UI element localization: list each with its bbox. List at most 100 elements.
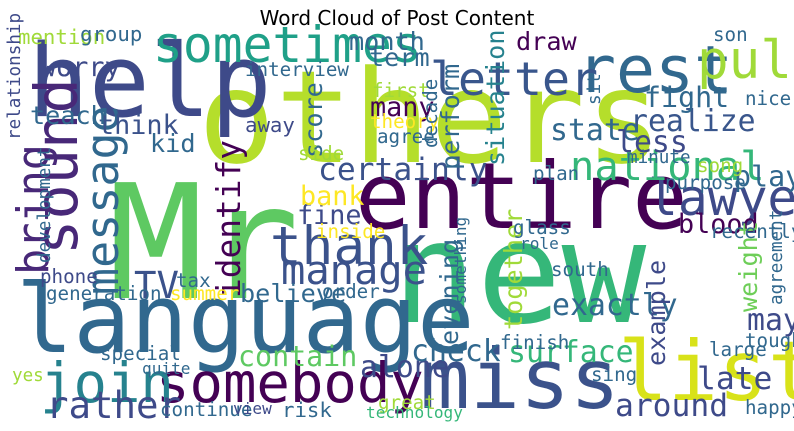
chart-title: Word Cloud of Post Content bbox=[259, 6, 535, 30]
word-song: song bbox=[697, 154, 743, 177]
word-sometimes: sometimes bbox=[153, 16, 422, 74]
word-many: many bbox=[370, 92, 435, 123]
word-sound: sound bbox=[23, 78, 91, 255]
word-blood: blood bbox=[678, 209, 759, 240]
word-technology: technology bbox=[366, 403, 463, 422]
word-tv: TV bbox=[134, 263, 179, 307]
word-tax: tax bbox=[176, 269, 211, 292]
word-role: role bbox=[520, 234, 559, 253]
word-may: may bbox=[747, 303, 794, 338]
word-pull: pull bbox=[697, 30, 794, 91]
word-letter: letter bbox=[430, 52, 598, 106]
word-draw: draw bbox=[516, 27, 577, 56]
word-decade: decade bbox=[419, 79, 442, 148]
word-somebody: somebody bbox=[156, 351, 424, 416]
word-join: join bbox=[40, 351, 174, 416]
word-minute: minute bbox=[627, 148, 691, 168]
word-contain: contain bbox=[238, 340, 357, 373]
word-term: term bbox=[369, 43, 430, 72]
word-teach: teach bbox=[30, 101, 106, 130]
word-state: state bbox=[550, 113, 640, 148]
word-play: play bbox=[734, 160, 794, 193]
word-others: others bbox=[198, 44, 663, 193]
word-tough: tough bbox=[745, 329, 794, 352]
word-realize: realize bbox=[630, 104, 756, 139]
word-alone: alone bbox=[360, 350, 450, 385]
word-fight: fight bbox=[644, 81, 729, 114]
word-quite: quite bbox=[142, 359, 190, 378]
word-certainly: certainly bbox=[318, 152, 488, 188]
word-group: group bbox=[80, 22, 142, 46]
word-phone: phone bbox=[40, 265, 98, 288]
word-inside: inside bbox=[316, 220, 385, 243]
word-first: first bbox=[372, 79, 430, 102]
word-order: order bbox=[322, 280, 380, 303]
word-list: list bbox=[618, 323, 794, 420]
word-national: national bbox=[570, 142, 765, 190]
word-view: view bbox=[233, 399, 272, 418]
word-yes: yes bbox=[12, 366, 44, 386]
word-development: development bbox=[35, 146, 55, 263]
word-check: check bbox=[411, 334, 501, 369]
word-entire: entire bbox=[355, 143, 688, 250]
word-surface: surface bbox=[508, 335, 634, 370]
word-exactly: exactly bbox=[552, 288, 678, 323]
word-summer: summer bbox=[170, 282, 239, 305]
word-great: great bbox=[378, 391, 436, 414]
word-evening: evening bbox=[435, 239, 464, 345]
word-help: help bbox=[28, 22, 272, 140]
word-agreement: agreement bbox=[767, 210, 787, 305]
word-rest: rest bbox=[577, 33, 733, 108]
word-large: large bbox=[709, 338, 767, 361]
word-agree: agree bbox=[377, 125, 435, 148]
word-risk: risk bbox=[282, 398, 332, 422]
word-sing: sing bbox=[591, 363, 637, 386]
word-kid: kid bbox=[150, 129, 196, 158]
word-bank: bank bbox=[300, 181, 365, 212]
word-less: less bbox=[616, 125, 688, 160]
word-language: language bbox=[16, 265, 474, 375]
word-mention: mention bbox=[18, 25, 105, 49]
word-late: late bbox=[697, 361, 772, 397]
word-mr: Mr bbox=[108, 151, 299, 336]
word-relationship: relationship bbox=[5, 13, 25, 140]
word-situation: situation bbox=[481, 30, 510, 166]
word-special: special bbox=[100, 342, 181, 365]
word-together: together bbox=[499, 209, 528, 330]
word-think: think bbox=[98, 110, 179, 141]
word-lawyer: lawyer bbox=[648, 169, 794, 227]
word-thank: thank bbox=[270, 216, 428, 277]
word-believe: believe bbox=[240, 279, 346, 308]
word-sit: sit bbox=[585, 73, 605, 105]
word-something: something bbox=[451, 217, 470, 304]
word-bring: bring bbox=[9, 144, 59, 275]
word-nice: nice bbox=[745, 87, 791, 110]
word-identify: identify bbox=[210, 140, 248, 298]
word-perform: perform bbox=[436, 64, 465, 170]
word-recently: recently bbox=[710, 220, 794, 243]
word-month: month bbox=[349, 27, 425, 56]
word-generation: generation bbox=[46, 282, 162, 305]
word-score: score bbox=[299, 82, 328, 158]
word-weight: weight bbox=[734, 221, 763, 312]
word-son: son bbox=[713, 23, 748, 46]
word-happy: happy bbox=[745, 396, 794, 419]
word-new: new bbox=[392, 192, 647, 356]
word-side: side bbox=[298, 142, 344, 165]
word-around: around bbox=[615, 388, 728, 424]
word-fine: fine bbox=[297, 200, 362, 231]
word-finish: finish bbox=[500, 331, 569, 354]
word-worry: worry bbox=[40, 52, 121, 83]
word-glass: glass bbox=[513, 216, 571, 239]
word-example: example bbox=[642, 260, 671, 366]
word-purpose: purpose bbox=[665, 171, 746, 194]
word-miss: miss bbox=[420, 331, 620, 428]
word-south: south bbox=[551, 258, 609, 281]
word-away: away bbox=[245, 113, 295, 137]
word-rather: rather bbox=[46, 383, 181, 427]
word-interview: interview bbox=[245, 58, 349, 81]
word-theory: theory bbox=[370, 110, 439, 133]
word-plan: plan bbox=[533, 162, 579, 185]
word-continue: continue bbox=[160, 398, 252, 421]
